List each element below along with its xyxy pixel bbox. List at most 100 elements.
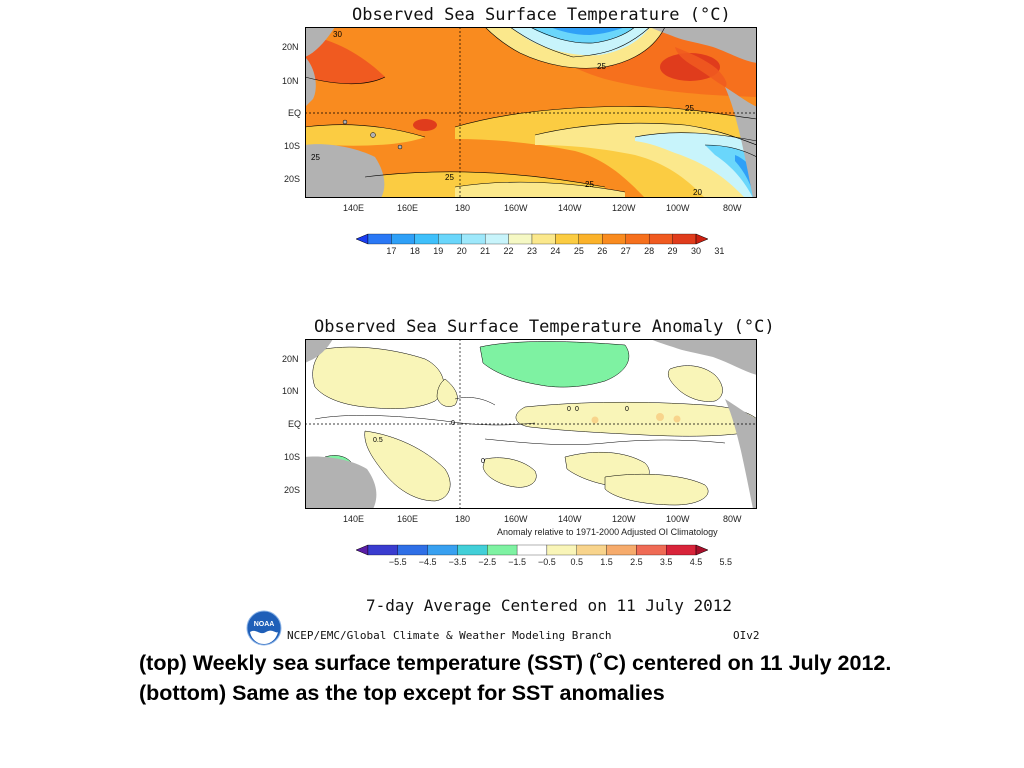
colorbar-label: 17 bbox=[386, 246, 397, 256]
top-lon-label: 140W bbox=[558, 203, 582, 213]
colorbar-label: 3.5 bbox=[659, 557, 673, 567]
colorbar-bin bbox=[576, 544, 607, 556]
colorbar-bin bbox=[427, 544, 458, 556]
bottom-contour-label: 0 bbox=[567, 406, 571, 413]
bottom-lon-label: 160E bbox=[397, 514, 419, 524]
colorbar-label: 2.5 bbox=[630, 557, 643, 567]
top-colorbar bbox=[356, 233, 708, 245]
bottom-anomaly-map: 0 0 0.5 0 0 0 bbox=[305, 339, 757, 509]
bottom-contour-label: 0 bbox=[451, 420, 455, 427]
top-map-title: Observed Sea Surface Temperature (°C) bbox=[352, 5, 731, 25]
bottom-map-title: Observed Sea Surface Temperature Anomaly… bbox=[314, 317, 775, 337]
colorbar-bin bbox=[367, 544, 398, 556]
top-contour-label: 25 bbox=[685, 104, 694, 113]
colorbar-label: 25 bbox=[573, 246, 584, 256]
top-contour-label: 20 bbox=[693, 188, 702, 197]
colorbar-bin bbox=[606, 544, 637, 556]
colorbar-label: −5.5 bbox=[388, 557, 407, 567]
top-lon-label: 80W bbox=[723, 203, 742, 213]
bottom-lat-label: EQ bbox=[288, 419, 302, 429]
colorbar-end-low bbox=[356, 233, 369, 245]
top-lon-label: 100W bbox=[666, 203, 690, 213]
bottom-lat-label: 10S bbox=[284, 452, 301, 462]
top-lat-label: 10S bbox=[284, 141, 301, 151]
colorbar-label: 18 bbox=[409, 246, 420, 256]
colorbar-bin bbox=[546, 544, 577, 556]
colorbar-label: −1.5 bbox=[508, 557, 526, 567]
top-lat-label: 20N bbox=[282, 42, 299, 52]
colorbar-bin bbox=[578, 233, 603, 245]
colorbar-label: 22 bbox=[503, 246, 514, 256]
top-lon-label: 120W bbox=[612, 203, 636, 213]
colorbar-label: 28 bbox=[644, 246, 655, 256]
noaa-logo-icon: NOAA bbox=[246, 610, 282, 646]
bottom-lat-label: 10N bbox=[282, 386, 299, 396]
colorbar-bin bbox=[555, 233, 580, 245]
colorbar-bin bbox=[648, 233, 673, 245]
colorbar-end-high bbox=[695, 233, 708, 245]
top-contour-label: 25 bbox=[597, 62, 606, 71]
top-contour-label: 25 bbox=[311, 153, 320, 162]
colorbar-label: 21 bbox=[480, 246, 491, 256]
anomaly-climatology-note: Anomaly relative to 1971-2000 Adjusted O… bbox=[497, 527, 718, 537]
top-lon-label: 180 bbox=[455, 203, 471, 213]
top-contour-label: 25 bbox=[585, 180, 594, 189]
colorbar-label: 30 bbox=[690, 246, 702, 256]
colorbar-bin bbox=[487, 544, 518, 556]
bottom-lon-label: 120W bbox=[612, 514, 636, 524]
colorbar-end-low bbox=[356, 544, 369, 556]
bottom-lat-label: 20N bbox=[282, 354, 299, 364]
bottom-lon-label: 80W bbox=[723, 514, 742, 524]
colorbar-bin bbox=[461, 233, 486, 245]
bottom-lon-label: 100W bbox=[666, 514, 690, 524]
top-lon-label: 160E bbox=[397, 203, 419, 213]
colorbar-bin bbox=[516, 544, 548, 556]
colorbar-bin bbox=[367, 233, 392, 245]
bottom-contour-label: 0.5 bbox=[373, 437, 383, 444]
bottom-lon-label: 160W bbox=[504, 514, 528, 524]
colorbar-bin bbox=[672, 233, 697, 245]
bottom-lat-label: 20S bbox=[284, 485, 301, 495]
colorbar-bin bbox=[666, 544, 697, 556]
top-lon-label: 140E bbox=[343, 203, 365, 213]
colorbar-bin bbox=[636, 544, 667, 556]
averaging-period-label: 7-day Average Centered on 11 July 2012 bbox=[366, 596, 733, 615]
colorbar-bin bbox=[484, 233, 509, 245]
colorbar-label: −2.5 bbox=[478, 557, 497, 567]
colorbar-bin bbox=[457, 544, 488, 556]
colorbar-end-high bbox=[695, 544, 708, 556]
top-lat-label: 10N bbox=[282, 76, 299, 86]
bottom-lon-label: 140E bbox=[343, 514, 365, 524]
colorbar-bin bbox=[397, 544, 428, 556]
colorbar-label: 1.5 bbox=[600, 557, 613, 567]
colorbar-label: −4.5 bbox=[418, 557, 437, 567]
bottom-contour-label: 0 bbox=[575, 406, 579, 413]
colorbar-label: 29 bbox=[667, 246, 678, 256]
bottom-contour-label: 0 bbox=[481, 458, 485, 465]
figure-caption: (top) Weekly sea surface temperature (SS… bbox=[139, 651, 892, 705]
colorbar-label: 27 bbox=[620, 246, 631, 256]
credit-label: NCEP/EMC/Global Climate & Weather Modeli… bbox=[287, 629, 612, 642]
colorbar-label: 31 bbox=[714, 246, 725, 256]
colorbar-label: 4.5 bbox=[689, 557, 703, 567]
colorbar-bin bbox=[531, 233, 556, 245]
colorbar-bin bbox=[414, 233, 439, 245]
top-lon-label: 160W bbox=[504, 203, 528, 213]
bottom-lon-label: 140W bbox=[558, 514, 582, 524]
top-sst-map: 30 25 25 25 25 20 25 bbox=[305, 27, 757, 198]
colorbar-bin bbox=[508, 233, 533, 245]
top-lat-label: 20S bbox=[284, 174, 301, 184]
colorbar-bin bbox=[438, 233, 462, 245]
bottom-contour-label: 0 bbox=[625, 406, 629, 413]
colorbar-label: −0.5 bbox=[538, 557, 556, 567]
colorbar-bin bbox=[602, 233, 626, 245]
noaa-logo-text: NOAA bbox=[254, 621, 275, 628]
colorbar-label: 26 bbox=[597, 246, 608, 256]
bottom-lon-label: 180 bbox=[455, 514, 471, 524]
bottom-colorbar bbox=[356, 544, 708, 556]
colorbar-label: −3.5 bbox=[448, 557, 467, 567]
top-lat-label: EQ bbox=[288, 108, 302, 118]
colorbar-label: 24 bbox=[550, 246, 561, 256]
colorbar-label: 20 bbox=[456, 246, 467, 256]
analysis-label: OIv2 bbox=[733, 629, 760, 642]
